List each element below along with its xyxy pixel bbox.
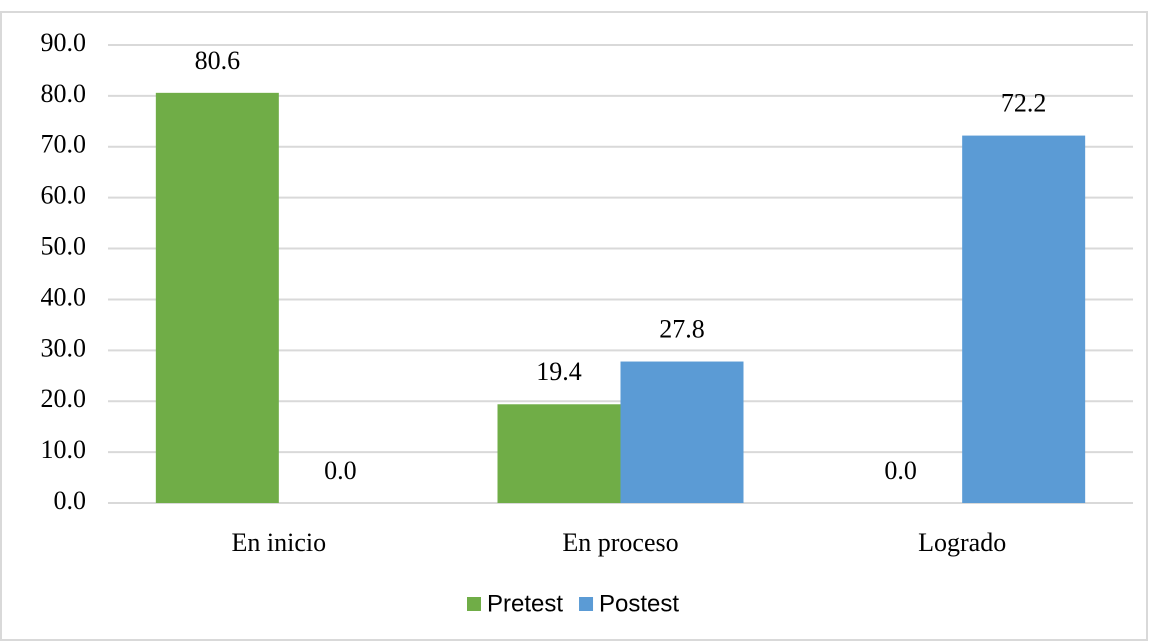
bar (155, 92, 279, 503)
y-tick-label: 50.0 (41, 232, 87, 261)
y-tick-label: 0.0 (54, 486, 87, 515)
y-tick-label: 20.0 (41, 384, 87, 413)
value-label: 0.0 (324, 456, 357, 485)
value-label: 80.6 (195, 46, 241, 75)
bar (497, 404, 621, 503)
y-tick-label: 90.0 (41, 28, 87, 57)
legend-swatch (467, 597, 481, 611)
value-label: 27.8 (659, 314, 705, 343)
value-label: 19.4 (536, 357, 582, 386)
value-label: 0.0 (884, 456, 917, 485)
y-tick-label: 80.0 (41, 79, 87, 108)
y-tick-label: 70.0 (41, 130, 87, 159)
y-tick-label: 10.0 (41, 435, 87, 464)
value-label: 72.2 (1001, 89, 1047, 118)
legend-swatch (579, 597, 594, 611)
x-tick-label: En proceso (562, 528, 678, 557)
legend-label: Pretest (487, 590, 563, 617)
bar (620, 361, 744, 503)
legend-label: Postest (599, 590, 679, 617)
y-tick-label: 40.0 (41, 282, 87, 311)
y-tick-label: 30.0 (41, 333, 87, 362)
bar (962, 135, 1086, 504)
y-tick-label: 60.0 (41, 181, 87, 210)
x-tick-label: En inicio (232, 528, 327, 557)
x-tick-label: Logrado (918, 528, 1006, 557)
